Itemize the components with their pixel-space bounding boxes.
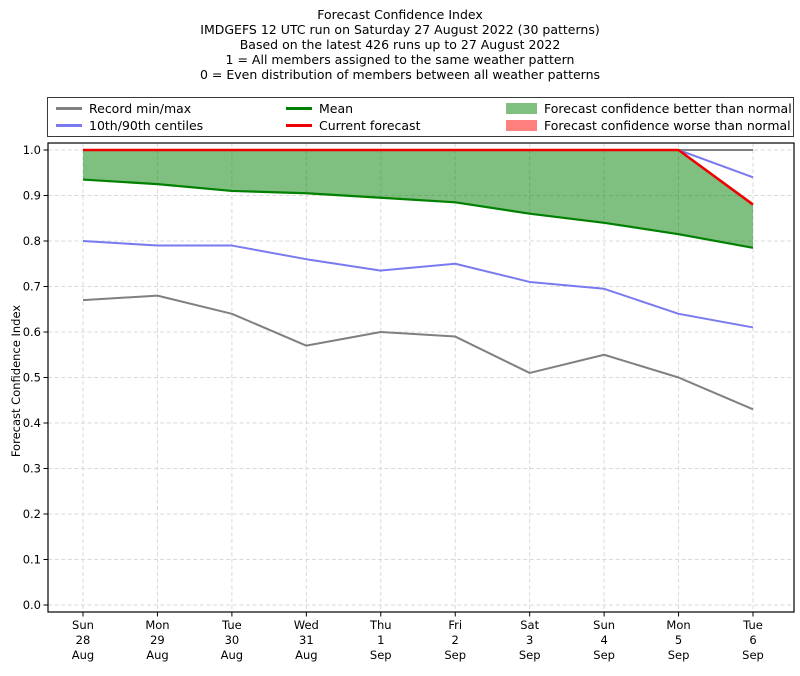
x-tick-label: Sep (593, 648, 615, 662)
x-tick-label: Wed (294, 618, 319, 632)
legend-label: Forecast confidence better than normal (544, 101, 792, 116)
x-tick-label: Sep (742, 648, 764, 662)
legend-entry-record-minmax: Record min/max (56, 101, 191, 116)
y-tick-label: 0.5 (23, 371, 41, 385)
chart-subtitle-scale-1: 1 = All members assigned to the same wea… (225, 52, 575, 67)
record-minmax-line-swatch (56, 107, 82, 110)
x-tick-label: Mon (145, 618, 169, 632)
y-tick-label: 0.7 (23, 280, 41, 294)
confidence-fill-regions (83, 150, 753, 248)
chart-subtitle-scale-0: 0 = Even distribution of members between… (199, 67, 601, 82)
y-tick-labels: 0.0 0.1 0.2 0.3 0.4 0.5 0.6 0.7 0.8 0.9 1.0 (23, 143, 41, 612)
mean-line-swatch (286, 107, 312, 110)
y-tick-label: 0.6 (23, 325, 41, 339)
series-line-current-forecast (83, 148, 754, 206)
x-tick-label: 3 (526, 633, 533, 647)
x-tick-label: Fri (448, 618, 462, 632)
x-tick-label: 4 (600, 633, 607, 647)
chart-subtitle-basis: Based on the latest 426 runs up to 27 Au… (239, 37, 561, 52)
x-tick-label: Aug (295, 648, 317, 662)
x-tick-label: 5 (675, 633, 682, 647)
current-forecast-line-swatch (286, 124, 312, 127)
x-tick-label: 29 (150, 633, 165, 647)
legend: Record min/max 10th/90th centiles Mean C… (47, 97, 794, 137)
x-tick-label: Mon (666, 618, 690, 632)
x-tick-label: 28 (76, 633, 91, 647)
x-tick-label: Sun (72, 618, 94, 632)
series-line-10th-centile (82, 240, 754, 329)
legend-label: Mean (319, 101, 354, 116)
x-tick-label: Sat (520, 618, 539, 632)
fill-better-than-normal (83, 150, 753, 248)
legend-entry-centiles: 10th/90th centiles (56, 118, 203, 133)
series-line-record-min (82, 294, 754, 411)
x-tick-label: 31 (299, 633, 314, 647)
x-tick-label: Tue (221, 618, 242, 632)
series-line-mean (82, 178, 754, 249)
x-tick-label: Aug (72, 648, 94, 662)
legend-label: 10th/90th centiles (89, 118, 204, 133)
chart-subtitle-run: IMDGEFS 12 UTC run on Saturday 27 August… (200, 22, 600, 37)
legend-entry-current-forecast: Current forecast (286, 118, 420, 133)
y-tick-label: 0.3 (23, 462, 41, 476)
x-tick-labels: Sun28AugMon29AugTue30AugWed31AugThu1SepF… (72, 618, 764, 662)
x-tick-label: Sep (519, 648, 541, 662)
legend-label: Forecast confidence worse than normal (544, 118, 791, 133)
chart-title-block: Forecast Confidence Index IMDGEFS 12 UTC… (0, 7, 800, 82)
legend-entry-worse-than-normal: Forecast confidence worse than normal (506, 118, 791, 133)
y-tick-label: 0.1 (23, 553, 41, 567)
better-than-normal-patch-swatch (506, 103, 537, 114)
x-tick-label: Sep (444, 648, 466, 662)
y-tick-label: 0.4 (23, 416, 41, 430)
x-tick-label: Thu (369, 618, 392, 632)
x-tick-label: 30 (225, 633, 240, 647)
legend-entry-better-than-normal: Forecast confidence better than normal (506, 101, 792, 116)
x-tick-label: 6 (749, 633, 756, 647)
legend-label: Record min/max (89, 101, 192, 116)
legend-entry-mean: Mean (286, 101, 353, 116)
x-tick-label: 2 (452, 633, 459, 647)
x-tick-label: Tue (742, 618, 763, 632)
chart-title: Forecast Confidence Index (317, 7, 483, 22)
x-tick-label: 1 (377, 633, 384, 647)
y-tick-label: 1.0 (23, 143, 41, 157)
y-tick-label: 0.2 (23, 507, 41, 521)
legend-label: Current forecast (319, 118, 421, 133)
x-tick-label: Sep (668, 648, 690, 662)
x-tick-label: Sun (593, 618, 615, 632)
x-tick-label: Sep (370, 648, 392, 662)
tick-marks (43, 149, 754, 617)
x-tick-label: Aug (221, 648, 243, 662)
y-tick-label: 0.0 (23, 598, 41, 612)
centiles-line-swatch (56, 124, 82, 127)
worse-than-normal-patch-swatch (506, 120, 537, 131)
series-lines (82, 148, 754, 411)
x-tick-label: Aug (146, 648, 168, 662)
y-tick-label: 0.9 (23, 189, 41, 203)
y-tick-label: 0.8 (23, 234, 41, 248)
